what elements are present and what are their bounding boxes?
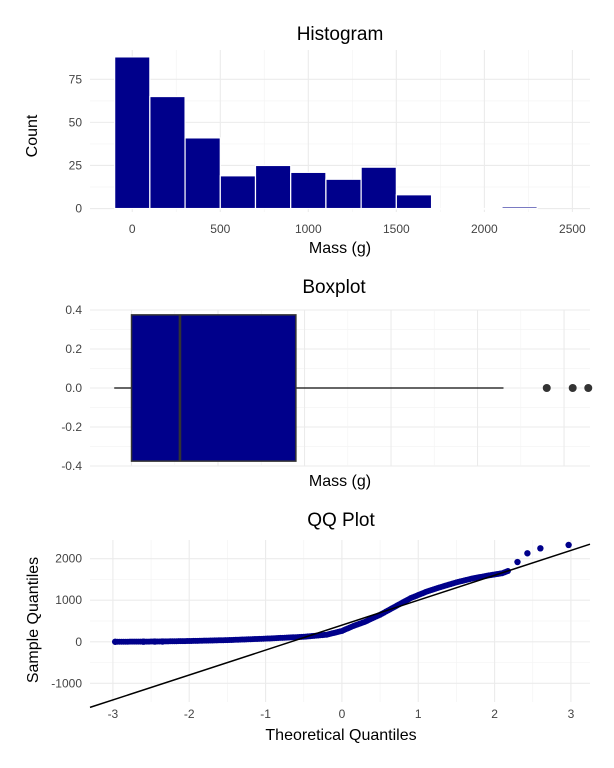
boxplot-y-tick-label: 0.2 — [65, 342, 82, 356]
qq-point — [524, 550, 531, 557]
histogram-y-label: Count — [24, 114, 41, 157]
histogram-y-tick-label: 75 — [69, 72, 83, 86]
qq-point — [159, 638, 166, 645]
histogram-y-tick-label: 25 — [69, 158, 83, 172]
histogram-bar — [290, 171, 327, 210]
qq-x-tick-label: 1 — [415, 707, 422, 721]
qq-plot-x-label: Theoretical Quantiles — [265, 727, 416, 744]
qq-x-tick-label: -2 — [184, 707, 195, 721]
histogram-x-tick-label: 1500 — [383, 222, 410, 236]
histogram-bar — [430, 207, 468, 210]
qq-x-tick-label: -3 — [108, 707, 119, 721]
histogram-title: Histogram — [297, 24, 384, 45]
qq-x-tick-label: 2 — [491, 707, 498, 721]
qq-point — [565, 541, 572, 549]
histogram-x-tick-label: 500 — [210, 222, 230, 236]
qq-x-tick-label: 3 — [568, 707, 575, 721]
boxplot-y-tick-label: -0.4 — [61, 459, 82, 473]
histogram-bar — [219, 175, 257, 210]
qq-plot-title: QQ Plot — [307, 510, 375, 531]
qq-y-tick-label: 1000 — [55, 593, 82, 607]
histogram-bar — [149, 95, 186, 210]
boxplot-outlier-point — [584, 384, 593, 392]
histogram-panel: Histogram Mass (g) Count 0 500 1000 1500 200… — [24, 24, 590, 257]
boxplot-outlier-point — [568, 384, 577, 392]
histogram-bar — [184, 137, 221, 210]
qq-point — [140, 638, 147, 645]
boxplot-box — [130, 314, 297, 462]
histogram-bar — [360, 166, 397, 210]
histogram-bar — [254, 164, 292, 210]
boxplot-panel: Boxplot Mass (g) -0.4 -0.2 0.0 0.2 0.4 — [61, 277, 593, 490]
qq-plot-y-label: Sample Quantiles — [25, 557, 42, 683]
histogram-y-tick-label: 50 — [69, 115, 83, 129]
qq-x-tick-label: 0 — [339, 707, 346, 721]
boxplot-outlier-point — [542, 384, 551, 392]
histogram-x-tick-label: 2000 — [471, 222, 498, 236]
histogram-x-label: Mass (g) — [309, 240, 371, 257]
boxplot-x-label: Mass (g) — [309, 473, 371, 490]
boxplot-y-tick-label: -0.2 — [61, 420, 82, 434]
histogram-bar — [501, 206, 538, 210]
qq-y-tick-label: -1000 — [51, 676, 82, 690]
qq-reference-line — [89, 543, 591, 709]
histogram-bar — [395, 194, 433, 210]
qq-point — [537, 545, 544, 552]
qq-point — [514, 558, 521, 566]
qq-y-tick-label: 0 — [75, 635, 82, 649]
boxplot-title: Boxplot — [302, 277, 366, 298]
histogram-y-tick-label: 0 — [75, 202, 82, 216]
boxplot-y-tick-label: 0.4 — [65, 303, 82, 317]
qq-plot-grid — [90, 540, 590, 702]
histogram-bars — [114, 56, 538, 210]
histogram-x-tick-label: 2500 — [559, 222, 586, 236]
histogram-bar — [325, 178, 362, 210]
histogram-x-tick-label: 0 — [129, 222, 136, 236]
qq-x-tick-label: -1 — [260, 707, 271, 721]
histogram-bar — [114, 56, 151, 210]
qq-y-tick-label: 2000 — [55, 552, 82, 566]
qq-point — [111, 638, 119, 645]
boxplot-y-tick-label: 0.0 — [65, 381, 82, 395]
qq-plot-panel: QQ Plot Theoretical Quantiles Sample Qua… — [25, 510, 591, 744]
histogram-bar — [466, 207, 503, 210]
histogram-x-tick-label: 1000 — [295, 222, 322, 236]
qq-point — [151, 638, 159, 645]
